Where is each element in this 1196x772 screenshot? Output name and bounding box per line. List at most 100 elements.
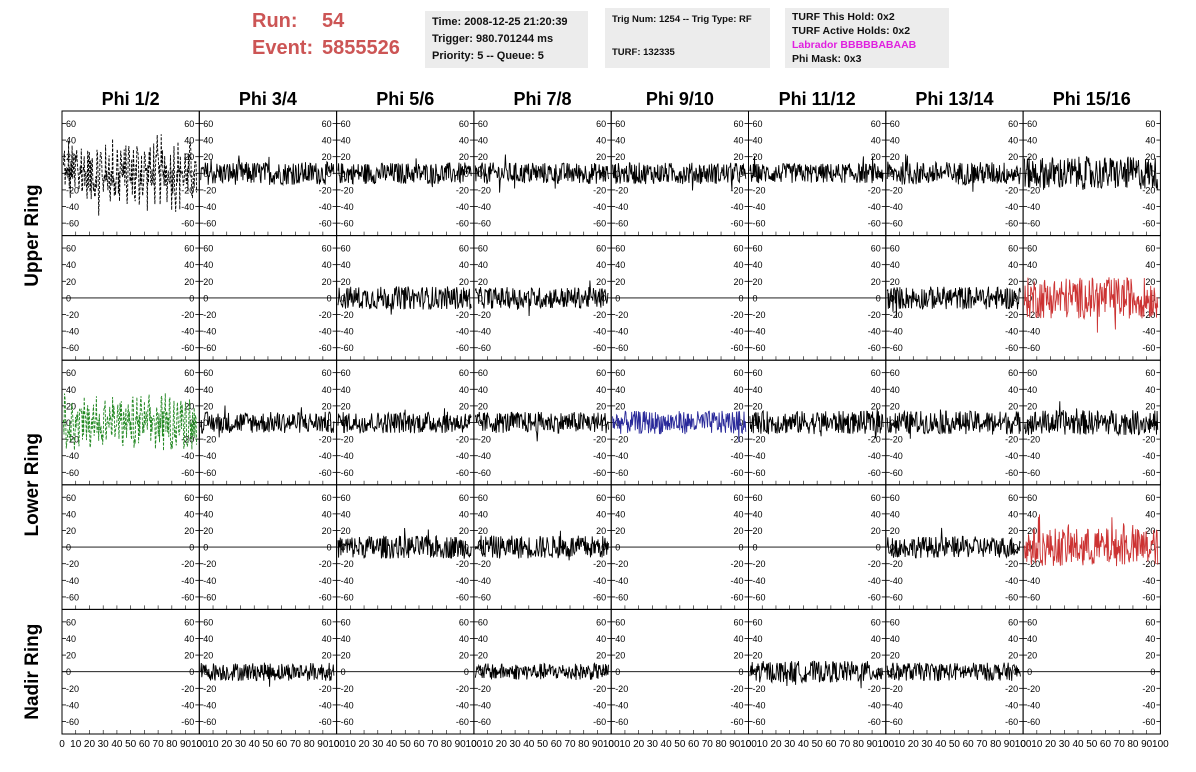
y-tick-label-right: 20 [1145,651,1155,661]
y-tick-label-left: -40 [1027,700,1040,710]
y-tick-label-right: 60 [1008,368,1018,378]
waveform-trace [474,154,609,193]
y-tick-label-right: -60 [593,468,606,478]
y-tick-label-left: 60 [478,119,488,129]
labrador-text: Labrador BBBBBABAAB [792,39,917,51]
x-tick-label: 80 [853,739,865,750]
x-tick-label: 30 [1059,739,1071,750]
y-tick-label-right: -20 [1005,185,1018,195]
x-tick-label: 50 [812,739,824,750]
y-tick-label-left: -40 [753,451,766,461]
x-tick-label: 100 [740,739,757,750]
y-tick-label-left: 60 [478,617,488,627]
x-tick-label: 80 [441,739,453,750]
x-tick-label: 70 [153,739,165,750]
x-tick-label: 100 [191,739,208,750]
y-tick-label-right: -60 [181,592,194,602]
y-tick-label-left: 40 [478,634,488,644]
y-tick-label-right: 60 [871,368,881,378]
y-tick-label-right: -20 [593,310,606,320]
y-tick-label-left: 60 [341,493,351,503]
y-tick-label-left: 40 [615,385,625,395]
y-tick-label-right: -20 [1142,310,1155,320]
y-tick-label-right: 40 [1008,136,1018,146]
y-tick-label-right: 60 [871,119,881,129]
y-tick-label-left: -20 [66,435,79,445]
y-tick-label-left: 20 [753,401,763,411]
y-tick-label-left: -60 [341,717,354,727]
y-tick-label-right: 60 [1008,244,1018,254]
y-tick-label-right: -40 [730,202,743,212]
y-tick-label-left: 20 [1027,277,1037,287]
y-tick-label-right: 20 [1145,277,1155,287]
x-tick-label: 60 [413,739,425,750]
y-tick-label-right: 60 [1145,119,1155,129]
y-tick-label-right: -40 [1005,700,1018,710]
x-tick-label: 20 [1045,739,1057,750]
y-tick-label-right: -40 [593,700,606,710]
x-tick-label: 0 [471,739,477,750]
y-tick-label-left: 0 [66,418,71,428]
y-tick-label-left: 60 [203,119,213,129]
y-tick-label-left: -40 [1027,576,1040,586]
y-tick-label-right: 40 [733,385,743,395]
y-tick-label-right: 60 [459,617,469,627]
x-tick-label: 80 [304,739,316,750]
y-tick-label-left: 40 [615,260,625,270]
y-tick-label-right: 40 [1008,509,1018,519]
y-tick-label-left: -40 [341,451,354,461]
y-tick-label-left: -40 [890,451,903,461]
y-tick-label-right: 40 [459,385,469,395]
y-tick-label-right: -40 [1142,327,1155,337]
y-tick-label-left: 20 [1027,526,1037,536]
x-tick-label: 20 [358,739,370,750]
waveform-trace [474,280,609,317]
y-tick-label-left: 20 [66,651,76,661]
column-header: Phi 9/10 [646,89,714,109]
y-tick-label-right: -40 [456,327,469,337]
y-tick-label-right: 40 [184,260,194,270]
y-tick-label-right: -40 [319,327,332,337]
y-tick-label-left: 0 [341,667,346,677]
y-tick-label-left: 20 [478,277,488,287]
y-tick-label-right: 20 [1008,277,1018,287]
y-tick-label-left: 40 [890,634,900,644]
y-tick-label-left: -40 [753,202,766,212]
time-text: Time: 2008-12-25 21:20:39 [432,16,568,28]
y-tick-label-right: 20 [1145,526,1155,536]
y-tick-label-right: -40 [181,327,194,337]
y-tick-label-right: 20 [322,277,332,287]
x-tick-label: 50 [125,739,137,750]
y-tick-label-left: 60 [478,244,488,254]
y-tick-label-right: 40 [322,260,332,270]
y-tick-label-right: 0 [1013,418,1018,428]
waveform-trace [200,405,335,438]
y-tick-label-right: 60 [733,493,743,503]
waveform-trace [474,530,609,561]
y-tick-label-right: -20 [730,310,743,320]
y-tick-label-right: -60 [456,219,469,229]
y-tick-label-right: 60 [1145,368,1155,378]
y-tick-label-left: 20 [478,152,488,162]
y-tick-label-left: -20 [66,559,79,569]
y-tick-label-right: -20 [456,435,469,445]
y-tick-label-left: 0 [66,667,71,677]
y-tick-label-left: 60 [615,368,625,378]
y-tick-label-left: 20 [1027,152,1037,162]
y-tick-label-right: 40 [871,634,881,644]
y-tick-label-left: 40 [341,509,351,519]
y-tick-label-left: 40 [1027,385,1037,395]
y-tick-label-left: 20 [478,401,488,411]
y-tick-label-left: 60 [203,493,213,503]
y-tick-label-left: 40 [753,136,763,146]
y-tick-label-left: -60 [753,468,766,478]
y-tick-label-left: 20 [615,651,625,661]
y-tick-label-left: -20 [615,559,628,569]
y-tick-label-right: 60 [184,368,194,378]
y-tick-label-left: 60 [203,617,213,627]
y-tick-label-right: 60 [733,119,743,129]
x-tick-label: 0 [883,739,889,750]
